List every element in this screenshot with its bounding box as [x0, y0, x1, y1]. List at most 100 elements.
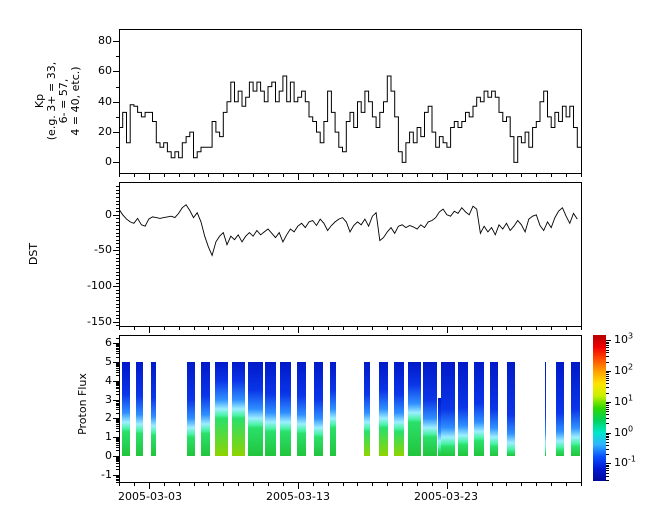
dst-major-tick: [113, 286, 119, 287]
colorbar-tick-exponent: 3: [628, 331, 634, 341]
colorbar-minor-tick: [606, 376, 609, 377]
x-minor-tick: [119, 174, 120, 177]
flux-minor-tick: [116, 421, 119, 422]
flux-minor-tick: [116, 365, 119, 366]
colorbar-minor-tick: [606, 409, 609, 410]
x-minor-tick: [343, 483, 344, 486]
x-major-tick: [298, 327, 299, 333]
flux-bar: [423, 362, 437, 456]
x-minor-tick: [223, 174, 224, 177]
flux-minor-tick: [116, 346, 119, 347]
colorbar-major-tick: [606, 402, 611, 403]
colorbar-tick-label: 103: [614, 331, 634, 346]
flux-tick-label: 1: [105, 430, 112, 443]
x-minor-tick: [551, 327, 552, 330]
x-minor-tick: [372, 174, 373, 177]
flux-bar: [187, 362, 195, 456]
x-minor-tick: [417, 174, 418, 177]
flux-bar: [151, 362, 156, 456]
x-minor-tick: [536, 174, 537, 177]
x-minor-tick: [402, 327, 403, 330]
flux-minor-tick: [116, 480, 119, 481]
x-minor-tick: [134, 483, 135, 486]
dst-minor-tick: [116, 283, 119, 284]
flux-minor-tick: [116, 482, 119, 483]
colorbar-minor-tick: [606, 437, 609, 438]
x-minor-tick: [223, 327, 224, 330]
flux-minor-tick: [116, 441, 119, 442]
kp-major-tick: [113, 162, 119, 163]
flux-minor-tick: [116, 345, 119, 346]
colorbar-minor-tick: [606, 418, 609, 419]
flux-minor-tick: [116, 368, 119, 369]
flux-tick-label: 3: [105, 393, 112, 406]
flux-minor-tick: [116, 450, 119, 451]
dst-minor-tick: [116, 258, 119, 259]
colorbar-minor-tick: [606, 468, 609, 469]
x-minor-tick: [253, 483, 254, 486]
x-minor-tick: [238, 483, 239, 486]
x-minor-tick: [283, 327, 284, 330]
x-minor-tick: [328, 327, 329, 330]
flux-minor-tick: [116, 459, 119, 460]
x-major-tick: [149, 174, 150, 180]
flux-minor-tick: [116, 440, 119, 441]
flux-minor-tick: [116, 349, 119, 350]
flux-minor-tick: [116, 439, 119, 440]
x-minor-tick: [208, 483, 209, 486]
x-minor-tick: [194, 174, 195, 177]
x-major-tick: [149, 483, 150, 489]
x-minor-tick: [581, 174, 582, 177]
colorbar: [593, 335, 606, 481]
flux-minor-tick: [116, 338, 119, 339]
colorbar-tick-base: 10: [614, 364, 628, 377]
flux-minor-tick: [116, 409, 119, 410]
x-minor-tick: [581, 327, 582, 330]
colorbar-tick-exponent: 2: [628, 362, 634, 372]
colorbar-tick-label: 10-1: [614, 454, 636, 469]
x-minor-tick: [343, 327, 344, 330]
flux-minor-tick: [116, 422, 119, 423]
x-minor-tick: [477, 483, 478, 486]
flux-bar: [330, 362, 336, 456]
colorbar-tick-exponent: -1: [628, 454, 636, 464]
x-minor-tick: [566, 174, 567, 177]
flux-minor-tick: [116, 384, 119, 385]
flux-minor-tick: [116, 463, 119, 464]
flux-bar: [490, 362, 498, 456]
colorbar-minor-tick: [606, 466, 609, 467]
colorbar-minor-tick: [606, 405, 609, 406]
x-minor-tick: [492, 327, 493, 330]
dst-minor-tick: [116, 204, 119, 205]
flux-major-tick: [113, 456, 119, 457]
x-minor-tick: [313, 327, 314, 330]
dst-minor-tick: [116, 300, 119, 301]
colorbar-major-tick: [606, 463, 611, 464]
flux-tick-label: 5: [105, 355, 112, 368]
flux-tick-label: 0: [105, 449, 112, 462]
colorbar-minor-tick: [606, 473, 609, 474]
x-major-tick: [298, 483, 299, 489]
flux-minor-tick: [116, 479, 119, 480]
x-minor-tick: [208, 174, 209, 177]
dst-axis-label: DST: [27, 242, 40, 266]
flux-minor-tick: [116, 344, 119, 345]
colorbar-minor-tick: [606, 372, 609, 373]
flux-minor-tick: [116, 385, 119, 386]
flux-major-tick: [113, 343, 119, 344]
flux-minor-tick: [116, 424, 119, 425]
x-minor-tick: [223, 483, 224, 486]
x-tick-label-2: 2005-03-13: [266, 490, 330, 503]
dst-major-tick: [113, 215, 119, 216]
dst-minor-tick: [116, 279, 119, 280]
flux-minor-tick: [116, 370, 119, 371]
flux-bar: [232, 362, 245, 456]
dst-minor-tick: [116, 265, 119, 266]
dst-tick-label: -150: [87, 315, 112, 328]
x-minor-tick: [119, 483, 120, 486]
dst-tick-label: -50: [94, 243, 112, 256]
x-minor-tick: [179, 174, 180, 177]
x-minor-tick: [417, 483, 418, 486]
colorbar-minor-tick: [606, 411, 609, 412]
x-minor-tick: [268, 327, 269, 330]
